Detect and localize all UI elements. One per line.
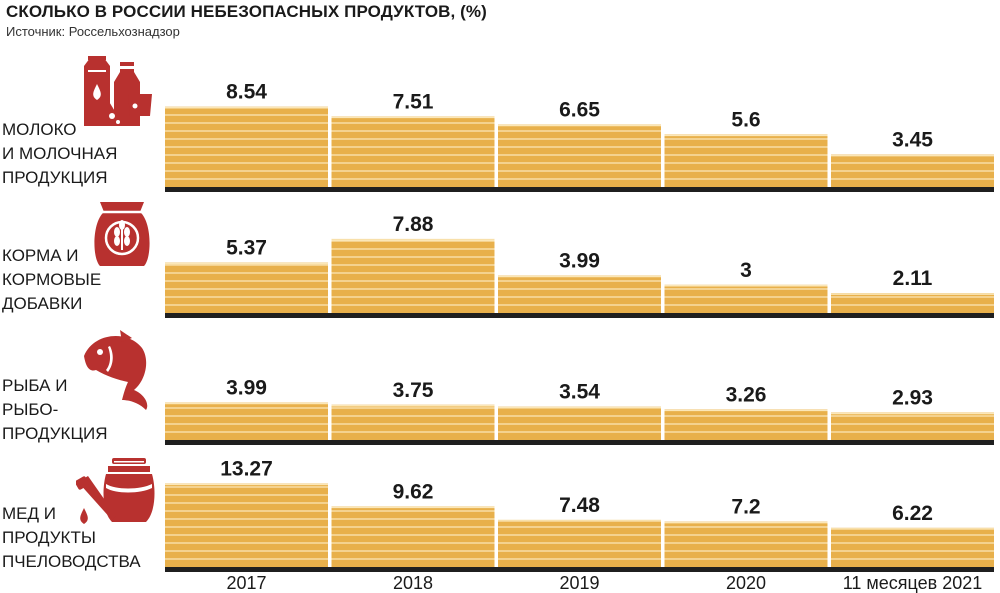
bar-2-0 (165, 402, 328, 440)
bar-2-3 (664, 409, 828, 440)
row-label-dairy: МОЛОКО И МОЛОЧНАЯ ПРОДУКЦИЯ (2, 120, 118, 187)
bar-3-3 (664, 521, 828, 567)
row-label-honey: МЕД И ПРОДУКТЫ ПЧЕЛОВОДСТВА (2, 504, 141, 571)
x-tick-label: 2020 (726, 573, 766, 593)
bar-1-4 (831, 293, 994, 313)
chart-title: СКОЛЬКО В РОССИИ НЕБЕЗОПАСНЫХ ПРОДУКТОВ,… (6, 2, 487, 21)
bar-1-2 (498, 275, 661, 313)
data-label: 2.11 (893, 267, 933, 290)
data-label: 3.99 (559, 249, 600, 272)
data-label: 7.51 (393, 90, 434, 113)
x-tick-label: 2018 (393, 573, 433, 593)
bar-3-0 (165, 483, 328, 567)
data-label: 3 (740, 259, 752, 282)
data-label: 9.62 (393, 480, 434, 503)
bar-2-2 (498, 406, 661, 440)
bar-3-4 (831, 527, 994, 567)
x-tick-label: 11 месяцев 2021 (843, 573, 983, 593)
row-label-fish: РЫБА И РЫБО- ПРОДУКЦИЯ (2, 376, 108, 443)
x-tick-label: 2017 (226, 573, 266, 593)
data-label: 3.75 (393, 379, 434, 402)
bar-2-4 (831, 412, 994, 440)
x-tick-label: 2019 (559, 573, 599, 593)
bar-0-1 (331, 116, 495, 187)
data-label: 3.26 (726, 383, 767, 406)
data-label: 7.88 (393, 213, 434, 236)
bar-1-1 (331, 238, 495, 313)
bar-0-3 (664, 134, 828, 187)
bar-2-1 (331, 404, 495, 440)
data-label: 3.99 (226, 376, 267, 399)
data-label: 8.54 (226, 81, 267, 104)
data-label: 7.48 (559, 494, 600, 517)
data-label: 5.37 (226, 237, 267, 260)
data-label: 13.27 (220, 457, 273, 480)
fish-icon (84, 330, 148, 410)
data-label: 3.54 (559, 381, 600, 404)
baseline-0 (165, 187, 994, 192)
row-label-feed: КОРМА И КОРМОВЫЕ ДОБАВКИ (2, 246, 102, 313)
bar-3-1 (331, 506, 495, 567)
dairy-icon (84, 56, 152, 126)
honey-pot-icon (76, 458, 155, 524)
baseline-2 (165, 440, 994, 445)
data-label: 7.2 (731, 496, 760, 519)
feed-sack-icon (94, 202, 150, 266)
data-label: 2.93 (892, 386, 933, 409)
data-label: 5.6 (731, 108, 760, 131)
chart-source: Источник: Россельхознадзор (6, 24, 180, 39)
data-label: 3.45 (892, 129, 933, 152)
bar-0-2 (498, 124, 661, 187)
data-label: 6.22 (892, 502, 933, 525)
baseline-1 (165, 313, 994, 318)
data-label: 6.65 (559, 98, 600, 121)
baseline-3 (165, 567, 994, 572)
